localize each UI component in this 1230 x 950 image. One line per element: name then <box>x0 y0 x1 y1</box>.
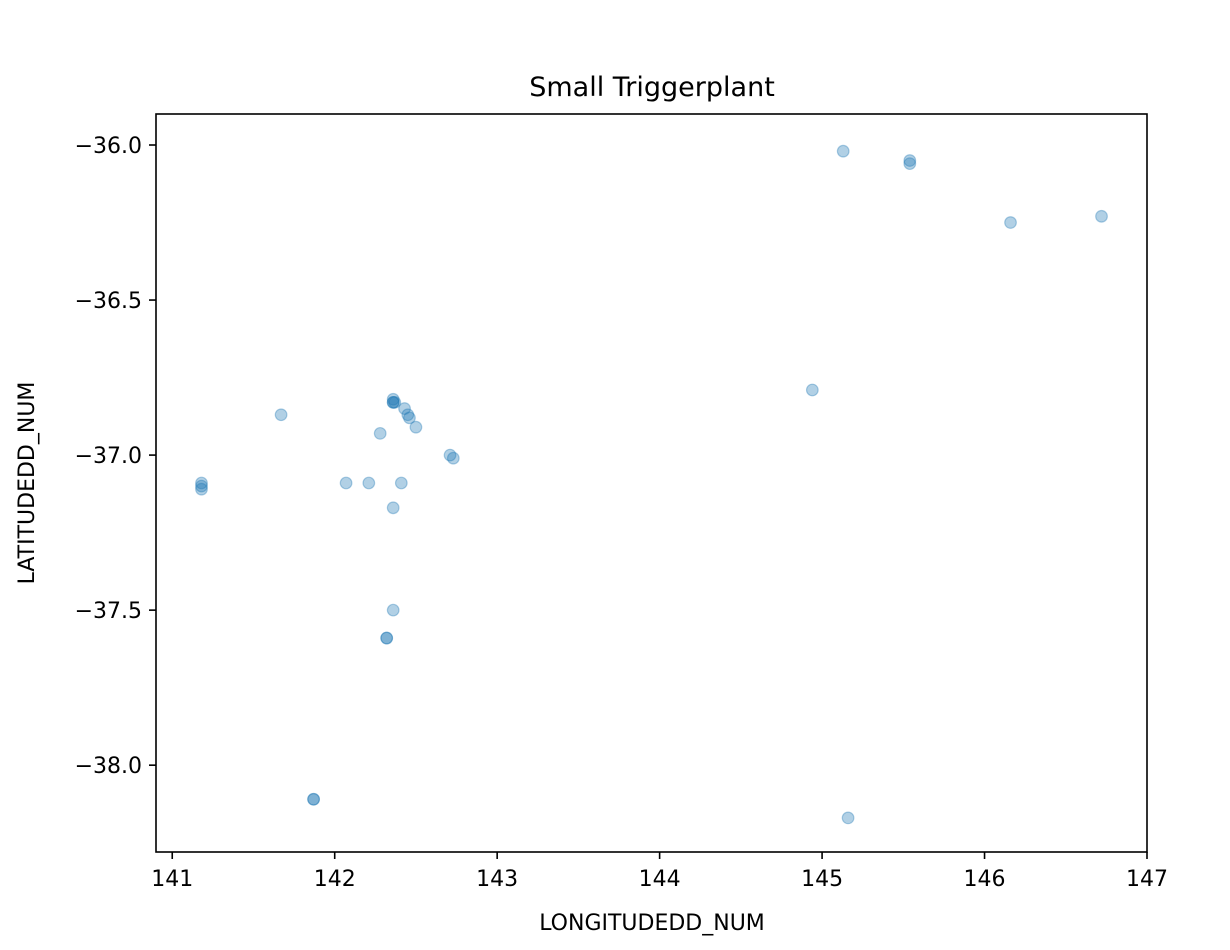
scatter-point <box>307 792 320 806</box>
scatter-point <box>386 603 400 617</box>
y-tick-label: −37.0 <box>75 444 142 469</box>
scatter-point <box>443 448 457 462</box>
plot-area <box>156 114 1147 852</box>
plot-frame <box>155 113 1148 853</box>
scatter-point <box>195 482 208 496</box>
scatter-point <box>836 144 850 158</box>
x-tick-label: 144 <box>639 867 681 892</box>
x-axis-ticks: 141 142 143 144 145 146 147 <box>151 852 1168 892</box>
y-axis-ticks: −36.0 −36.5 −37.0 −37.5 −38.0 <box>75 134 156 779</box>
scatter-point <box>195 479 208 493</box>
points-layer <box>195 144 1108 825</box>
scatter-point <box>394 476 408 490</box>
scatter-point <box>388 395 402 409</box>
y-tick-label: −37.5 <box>75 599 142 624</box>
scatter-point <box>1095 209 1108 223</box>
scatter-point <box>373 426 387 440</box>
y-tick-label: −38.0 <box>75 754 142 779</box>
scatter-point <box>1004 216 1017 229</box>
scatter-point <box>380 631 394 645</box>
chart-title: Small Triggerplant <box>529 72 775 103</box>
scatter-point <box>386 395 400 409</box>
x-axis-label: LONGITUDEDD_NUM <box>539 911 765 936</box>
scatter-point <box>398 402 411 415</box>
scatter-point <box>380 631 394 645</box>
scatter-point <box>386 392 400 406</box>
scatter-point <box>386 395 400 409</box>
scatter-point <box>446 451 460 465</box>
scatter-point <box>903 154 917 167</box>
y-axis-label: LATITUDEDD_NUM <box>15 382 40 585</box>
scatter-point <box>307 792 320 806</box>
scatter-point <box>409 420 423 434</box>
x-tick-label: 141 <box>151 867 193 892</box>
y-tick-label: −36.0 <box>75 134 142 159</box>
x-tick-label: 143 <box>476 867 518 892</box>
scatter-point <box>403 411 416 425</box>
scatter-point <box>841 811 855 825</box>
scatter-point <box>386 501 400 515</box>
scatter-point <box>195 476 208 490</box>
scatter-point <box>903 157 917 171</box>
scatter-point <box>339 476 353 490</box>
scatter-point <box>805 383 819 397</box>
x-tick-label: 145 <box>801 867 843 892</box>
x-tick-label: 142 <box>314 867 356 892</box>
y-tick-label: −36.5 <box>75 289 142 314</box>
scatter-point <box>362 476 376 490</box>
x-tick-label: 147 <box>1126 867 1168 892</box>
scatter-point <box>401 408 415 422</box>
scatter-point <box>274 408 288 422</box>
x-tick-label: 146 <box>964 867 1006 892</box>
